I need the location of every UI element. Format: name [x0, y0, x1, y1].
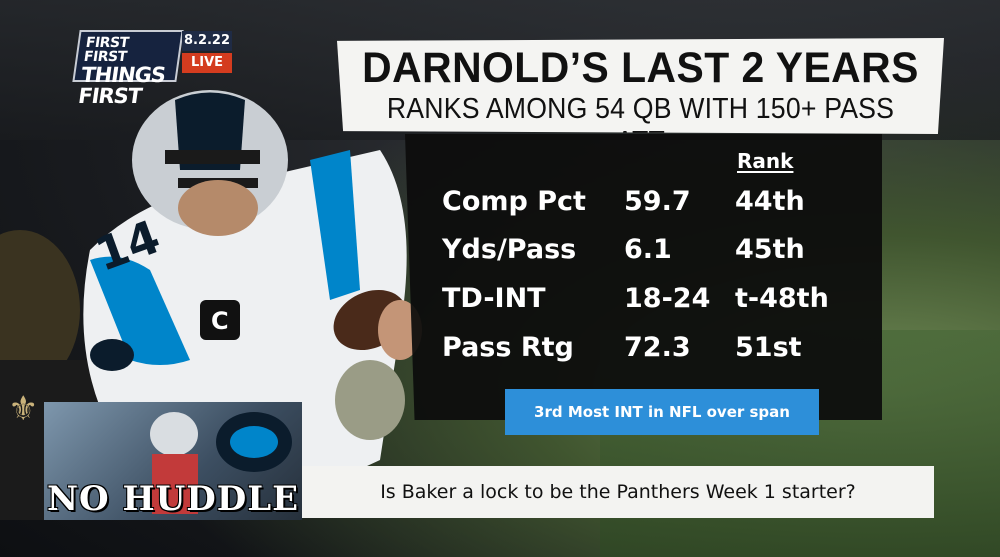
- thumbnail-helmet: [150, 412, 198, 456]
- stat-value: 6.1: [624, 234, 672, 265]
- defender-glove: [335, 360, 405, 440]
- defender-helmet: [0, 230, 80, 390]
- stat-row: TD-INT 18-24 t-48th: [0, 283, 1000, 323]
- thumbnail-jersey: [152, 454, 198, 514]
- stat-value: 72.3: [624, 332, 691, 363]
- stat-rank: t-48th: [735, 283, 829, 314]
- broadcast-date: 8.2.22: [182, 31, 232, 51]
- show-logo: FIRST FIRST THINGS FIRST: [72, 30, 184, 108]
- stat-label: Pass Rtg: [442, 332, 574, 363]
- graphic-title: DARNOLD’S LAST 2 YEARS: [362, 44, 919, 92]
- facemask-bar: [165, 150, 260, 164]
- title-banner: DARNOLD’S LAST 2 YEARS RANKS AMONG 54 QB…: [337, 38, 944, 134]
- stat-row: Comp Pct 59.7 44th: [0, 186, 1000, 226]
- stat-label: Comp Pct: [442, 186, 586, 217]
- stat-value: 59.7: [624, 186, 691, 217]
- stat-rank: 51st: [735, 332, 802, 363]
- live-badge: LIVE: [182, 53, 232, 73]
- logo-line-top: FIRST FIRST: [82, 35, 130, 65]
- stat-value: 18-24: [624, 283, 711, 314]
- stat-rank: 45th: [735, 234, 805, 265]
- stat-label: Yds/Pass: [442, 234, 577, 265]
- panthers-sleeve-logo: [90, 339, 134, 371]
- no-huddle-art: [150, 412, 292, 514]
- shoulder-stripe: [90, 256, 190, 365]
- captain-patch: [200, 300, 240, 340]
- side-stripe: [310, 150, 360, 300]
- face: [178, 180, 258, 236]
- captain-letter: C: [211, 307, 229, 335]
- graphic-subtitle: RANKS AMONG 54 QB WITH 150+ PASS ATT: [386, 93, 895, 134]
- fleur-de-lis-icon: ⚜: [8, 389, 38, 429]
- question-ticker: Is Baker a lock to be the Panthers Week …: [302, 466, 934, 518]
- stat-rank: 44th: [735, 186, 805, 217]
- rank-column-header: Rank: [737, 149, 794, 173]
- segment-label: NO HUDDLE: [46, 479, 300, 519]
- logo-line-bottom: THINGS FIRST: [76, 63, 167, 108]
- hand: [378, 300, 422, 360]
- stat-label: TD-INT: [442, 283, 546, 314]
- stats-panel: [405, 134, 882, 420]
- stat-row: Pass Rtg 72.3 51st: [0, 332, 1000, 372]
- no-huddle-thumbnail: [44, 402, 302, 520]
- panther-head-accent: [230, 426, 278, 458]
- interception-callout: 3rd Most INT in NFL over span: [505, 389, 819, 435]
- stat-row: Yds/Pass 6.1 45th: [0, 234, 1000, 274]
